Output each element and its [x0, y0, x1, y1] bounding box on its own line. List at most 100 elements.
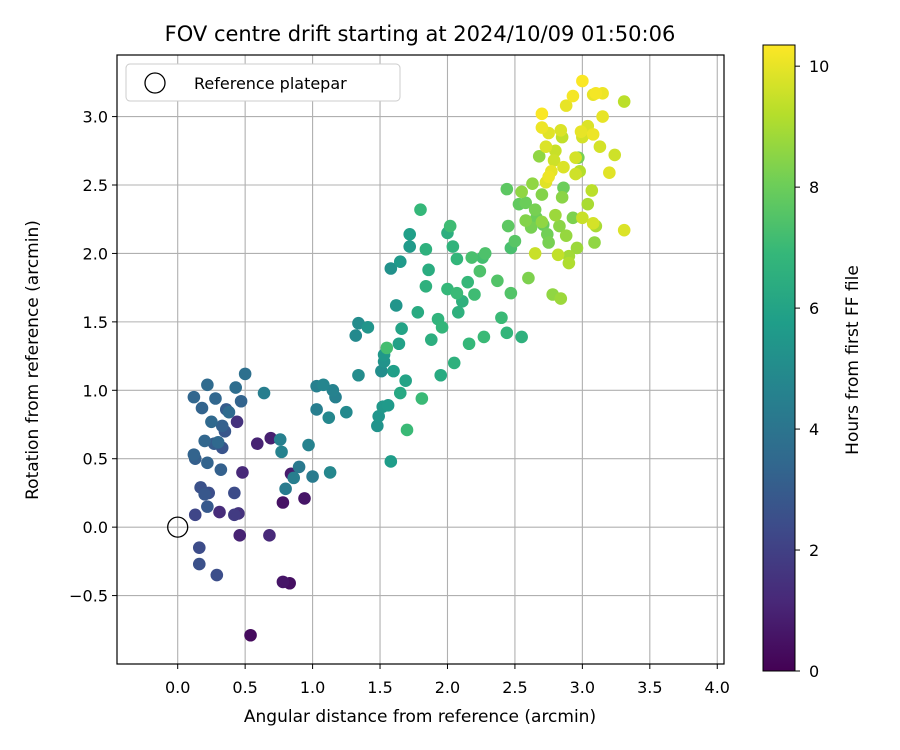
data-point: [381, 399, 395, 412]
plot-frame: [116, 54, 725, 665]
data-point: [213, 505, 226, 519]
y-axis-label: Rotation from reference (arcmin): [23, 220, 43, 500]
data-point: [198, 488, 211, 501]
data-point: [504, 286, 518, 300]
data-point: [450, 286, 464, 300]
colorbar-gradient: [762, 44, 796, 672]
x-axis-label: Angular distance from reference (arcmin): [244, 707, 596, 727]
data-point: [522, 271, 535, 285]
colorbar-tick-label: 4: [809, 420, 819, 439]
data-point: [542, 236, 555, 249]
data-point: [465, 251, 479, 264]
data-point: [557, 160, 570, 174]
data-point: [228, 508, 241, 522]
data-point: [596, 110, 609, 123]
data-point: [528, 203, 542, 216]
legend: Reference platepar: [125, 63, 401, 102]
data-point: [495, 311, 508, 325]
data-point: [593, 140, 607, 153]
data-point: [352, 316, 365, 330]
data-point: [392, 337, 406, 351]
data-point: [414, 203, 427, 216]
colorbar-tick-label: 10: [809, 57, 829, 76]
data-point: [447, 356, 461, 370]
data-point: [187, 448, 201, 461]
x-tick-label: 3.0: [570, 678, 595, 697]
data-point: [557, 181, 570, 195]
data-point: [553, 219, 566, 233]
y-tick-label: 1.0: [83, 381, 108, 400]
reference-platepar-marker: [167, 516, 189, 538]
data-point: [519, 196, 533, 210]
legend-entry-reference: Reference platepar: [194, 74, 347, 93]
data-point: [195, 401, 209, 415]
data-point: [310, 403, 323, 416]
data-point: [535, 188, 549, 201]
data-point: [468, 288, 481, 301]
data-point: [500, 182, 514, 196]
y-tick-label: −0.5: [69, 587, 108, 606]
data-point: [441, 282, 454, 296]
data-point: [222, 405, 236, 419]
data-point: [187, 390, 201, 404]
data-point: [478, 247, 492, 260]
data-point: [230, 415, 244, 429]
data-point: [617, 223, 631, 237]
data-point: [201, 456, 214, 470]
data-point: [491, 274, 504, 288]
data-point: [451, 305, 465, 319]
data-point: [361, 321, 375, 334]
y-tick-label: 0.0: [83, 518, 108, 537]
x-tick-label: 0.0: [165, 678, 190, 697]
x-tick-label: 0.5: [232, 678, 257, 697]
data-point: [393, 386, 407, 400]
x-tick-label: 2.5: [502, 678, 527, 697]
data-point: [570, 241, 584, 255]
data-point: [450, 252, 464, 266]
data-point: [539, 140, 553, 153]
colorbar-tick-label: 0: [809, 662, 819, 681]
colorbar-tick-label: 8: [809, 178, 819, 197]
data-point: [462, 337, 476, 351]
data-point: [608, 148, 622, 162]
data-point: [419, 243, 433, 256]
data-point: [375, 364, 388, 378]
data-point: [384, 262, 398, 275]
legend-marker-reference: [144, 72, 166, 94]
data-point: [298, 492, 311, 505]
y-tick-label: 1.5: [83, 313, 108, 332]
data-point: [588, 236, 601, 249]
data-point: [576, 74, 589, 88]
data-point: [603, 166, 616, 179]
data-point: [422, 263, 435, 277]
data-point: [257, 386, 271, 400]
data-point: [526, 177, 539, 190]
data-point: [586, 128, 600, 141]
colorbar-tick-label: 6: [809, 299, 819, 318]
data-point: [201, 500, 214, 513]
data-point: [279, 482, 292, 496]
data-point: [205, 415, 218, 429]
data-point: [574, 125, 588, 138]
data-point: [302, 438, 315, 452]
data-point: [411, 305, 425, 319]
data-point: [581, 197, 595, 211]
data-point: [387, 364, 400, 378]
colorbar-ticks: 0 2 4 6 8 10: [795, 57, 829, 681]
x-tick-label: 3.5: [637, 678, 662, 697]
data-point: [446, 240, 460, 253]
y-tick-label: 3.0: [83, 108, 108, 127]
data-point: [555, 191, 569, 204]
data-point: [349, 329, 363, 342]
data-point: [228, 486, 241, 500]
data-point: [229, 381, 243, 394]
data-point: [419, 279, 433, 293]
data-point: [585, 184, 599, 197]
data-point: [233, 529, 247, 542]
data-point: [275, 445, 288, 459]
data-point: [586, 217, 600, 230]
data-point: [371, 419, 384, 433]
data-point: [250, 437, 264, 450]
grid: [117, 55, 724, 664]
